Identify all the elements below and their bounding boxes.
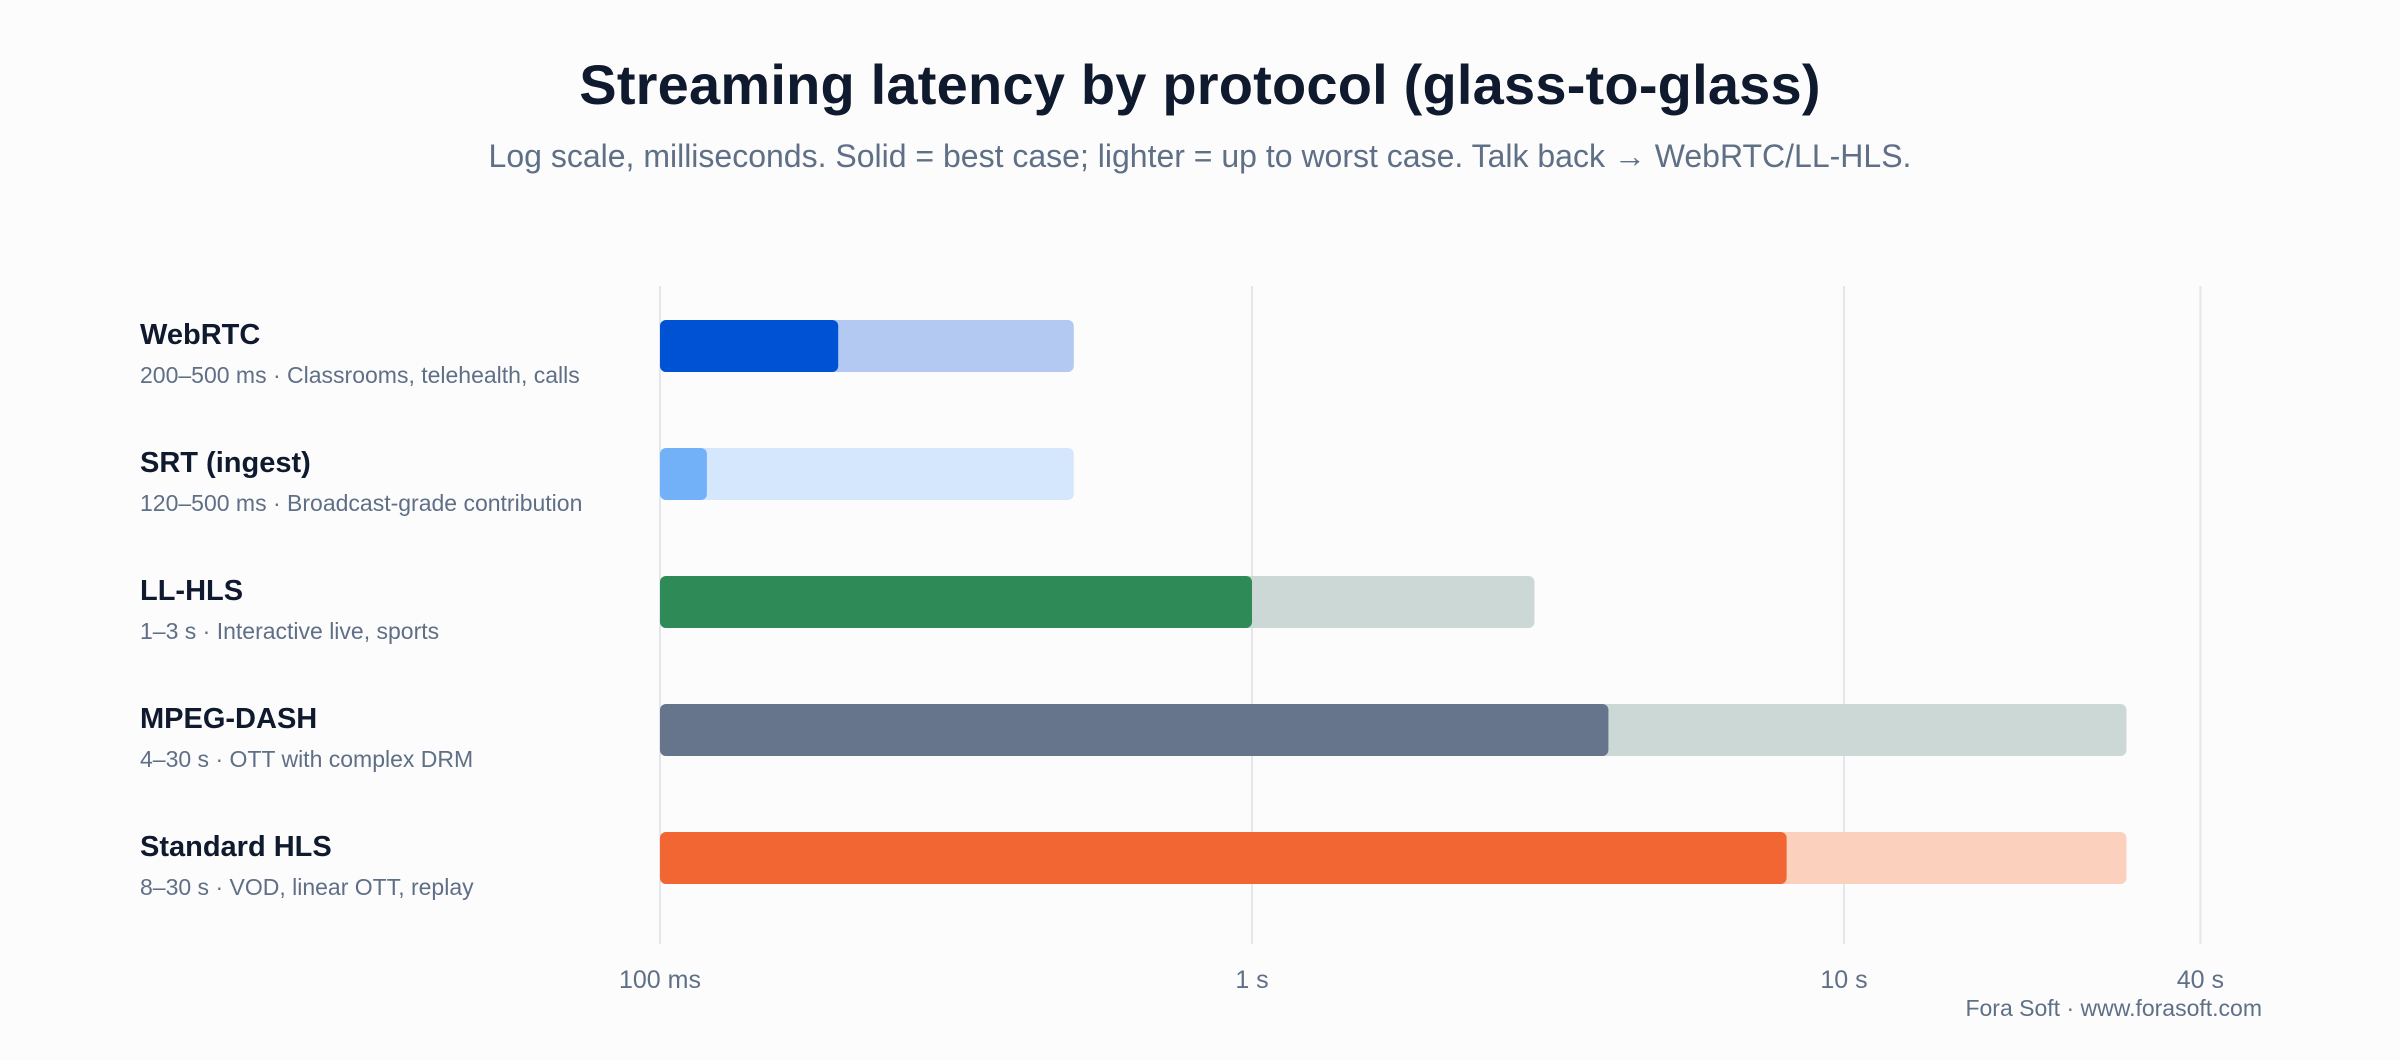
series-label: SRT (ingest)	[140, 447, 311, 479]
bar-best-case	[660, 832, 1787, 884]
x-tick-label: 40 s	[2177, 966, 2224, 994]
series-description: 120–500 ms · Broadcast-grade contributio…	[140, 490, 582, 516]
x-tick-label: 1 s	[1235, 966, 1268, 994]
chart-subtitle: Log scale, milliseconds. Solid = best ca…	[488, 138, 1912, 174]
bar-best-case	[660, 576, 1252, 628]
series-label: LL-HLS	[140, 575, 243, 607]
series-label: WebRTC	[140, 319, 260, 351]
bar-best-case	[660, 448, 707, 500]
series-description: 4–30 s · OTT with complex DRM	[140, 746, 473, 772]
series-description: 200–500 ms · Classrooms, telehealth, cal…	[140, 362, 580, 388]
x-tick-label: 100 ms	[619, 966, 701, 994]
chart-title: Streaming latency by protocol (glass-to-…	[579, 53, 1821, 116]
bar-best-case	[660, 704, 1609, 756]
series-description: 8–30 s · VOD, linear OTT, replay	[140, 874, 474, 900]
bar-best-case	[660, 320, 839, 372]
series-label: MPEG-DASH	[140, 703, 317, 735]
series-description: 1–3 s · Interactive live, sports	[140, 618, 439, 644]
x-tick-label: 10 s	[1820, 966, 1867, 994]
bar-worst-case	[660, 448, 1074, 500]
series-label: Standard HLS	[140, 831, 332, 863]
footer-credit: Fora Soft · www.forasoft.com	[1965, 995, 2262, 1021]
